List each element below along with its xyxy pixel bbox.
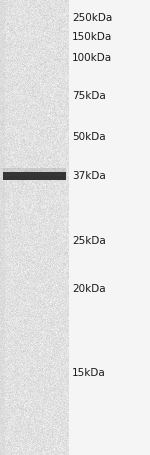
Bar	[3, 176, 66, 180]
Text: 250kDa: 250kDa	[72, 13, 112, 23]
Bar	[3, 172, 66, 180]
Text: 75kDa: 75kDa	[72, 91, 106, 101]
Text: 20kDa: 20kDa	[72, 284, 106, 294]
Text: 15kDa: 15kDa	[72, 368, 106, 378]
Text: 37kDa: 37kDa	[72, 171, 106, 181]
Text: 150kDa: 150kDa	[72, 32, 112, 42]
Bar	[0, 0, 4, 455]
Bar	[69, 0, 150, 455]
Text: 50kDa: 50kDa	[72, 131, 106, 142]
Text: 100kDa: 100kDa	[72, 53, 112, 63]
Text: 25kDa: 25kDa	[72, 236, 106, 246]
Bar	[3, 168, 66, 172]
